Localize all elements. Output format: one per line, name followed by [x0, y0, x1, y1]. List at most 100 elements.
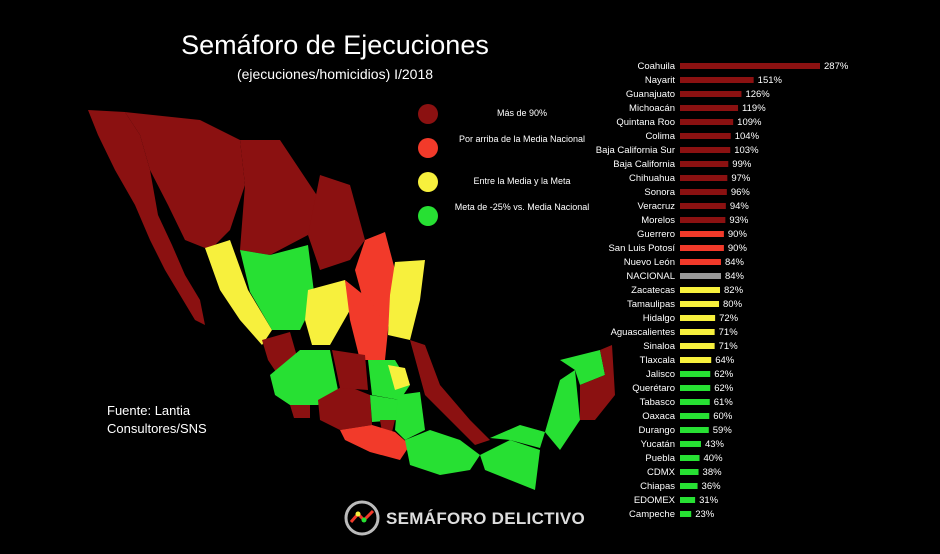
bar [680, 287, 720, 293]
category-label: Colima [645, 131, 675, 142]
value-label: 287% [824, 61, 849, 72]
value-label: 80% [723, 299, 743, 310]
brand-name: SEMÁFORO DELICTIVO [386, 509, 586, 528]
category-label: Hidalgo [643, 313, 675, 324]
map-yucatan [560, 350, 605, 385]
legend-item: Por arriba de la Media Nacional [418, 134, 598, 164]
value-label: 31% [699, 495, 719, 506]
value-label: 96% [731, 187, 751, 198]
bar [680, 497, 696, 503]
legend-item: Más de 90% [418, 100, 598, 130]
legend-swatch-green [418, 206, 438, 226]
value-label: 97% [731, 173, 751, 184]
map-zacatecas [305, 280, 350, 345]
value-label: 62% [714, 383, 734, 394]
value-label: 151% [758, 75, 783, 86]
mexico-map [88, 110, 615, 490]
map-san-luis-potosi [345, 280, 388, 360]
value-label: 126% [745, 89, 770, 100]
map-chihuahua [240, 140, 320, 255]
map-coahuila [308, 175, 365, 270]
value-label: 94% [730, 201, 750, 212]
value-label: 43% [705, 439, 725, 450]
map-oaxaca [405, 430, 480, 475]
value-label: 59% [713, 425, 733, 436]
bar [680, 343, 715, 349]
legend-swatch-red [418, 138, 438, 158]
map-sinaloa [205, 240, 272, 345]
bar [680, 455, 700, 461]
bar [680, 469, 699, 475]
category-label: Zacatecas [631, 285, 675, 296]
legend-item: Meta de -25% vs. Media Nacional [418, 202, 598, 232]
value-label: 82% [724, 285, 744, 296]
value-label: 62% [714, 369, 734, 380]
category-label: Chihuahua [629, 173, 676, 184]
value-label: 93% [729, 215, 749, 226]
category-label: Morelos [641, 215, 675, 226]
bar [680, 301, 720, 307]
semaforo-logo-icon [344, 500, 380, 536]
category-label: Durango [639, 425, 675, 436]
map-michoacan [318, 385, 372, 430]
value-label: 23% [695, 509, 715, 520]
category-label: Tlaxcala [640, 355, 676, 366]
bar [680, 175, 728, 181]
chart-subtitle: (ejecuciones/homicidios) I/2018 [236, 66, 434, 82]
legend-item: Entre la Media y la Meta [418, 168, 598, 198]
map-tabasco [490, 425, 545, 448]
bar [680, 189, 727, 195]
bar [680, 245, 724, 251]
value-label: 103% [734, 145, 759, 156]
legend-label: Meta de -25% vs. Media Nacional [454, 202, 590, 212]
category-label: Oaxaca [642, 411, 675, 422]
value-label: 38% [703, 467, 723, 478]
bar [680, 91, 742, 97]
bar [680, 385, 711, 391]
category-label: Baja California Sur [596, 145, 675, 156]
bar [680, 259, 721, 265]
value-label: 40% [704, 453, 724, 464]
category-label: Aguascalientes [611, 327, 676, 338]
bar-chart: Coahuila 287% Nayarit 151% Guanajuato 126% Mic… [596, 61, 849, 520]
bar [680, 315, 716, 321]
map-campeche [545, 370, 580, 450]
bar [680, 441, 701, 447]
map-tamaulipas [388, 260, 425, 340]
map-hidalgo [388, 365, 410, 390]
bar [680, 329, 715, 335]
value-label: 72% [719, 313, 739, 324]
map-edomex [370, 395, 400, 422]
bars-group: Coahuila 287% Nayarit 151% Guanajuato 126% Mic… [596, 61, 849, 520]
category-label: NACIONAL [626, 271, 675, 282]
value-label: 84% [725, 271, 745, 282]
bar [680, 413, 710, 419]
category-label: Tabasco [640, 397, 675, 408]
value-label: 90% [728, 229, 748, 240]
legend-swatch-dark-red [418, 104, 438, 124]
category-label: CDMX [647, 467, 676, 478]
category-label: Nayarit [645, 75, 675, 86]
bar [680, 203, 726, 209]
bar [680, 161, 729, 167]
category-label: Tamaulipas [627, 299, 675, 310]
bar [680, 105, 739, 111]
value-label: 61% [714, 397, 734, 408]
value-label: 84% [725, 257, 745, 268]
category-label: Quintana Roo [616, 117, 675, 128]
bar [680, 231, 724, 237]
bar [680, 357, 712, 363]
value-label: 109% [737, 117, 762, 128]
legend-label: Entre la Media y la Meta [473, 176, 571, 186]
category-label: Jalisco [646, 369, 675, 380]
legend-label: Más de 90% [496, 108, 548, 118]
map-puebla [395, 392, 425, 440]
category-label: Sonora [644, 187, 675, 198]
value-label: 99% [732, 159, 752, 170]
value-label: 64% [715, 355, 735, 366]
source-note: Fuente: Lantia Consultores/SNS [107, 403, 207, 436]
bar [680, 483, 698, 489]
bar [680, 217, 726, 223]
value-label: 60% [713, 411, 733, 422]
bar [680, 119, 734, 125]
